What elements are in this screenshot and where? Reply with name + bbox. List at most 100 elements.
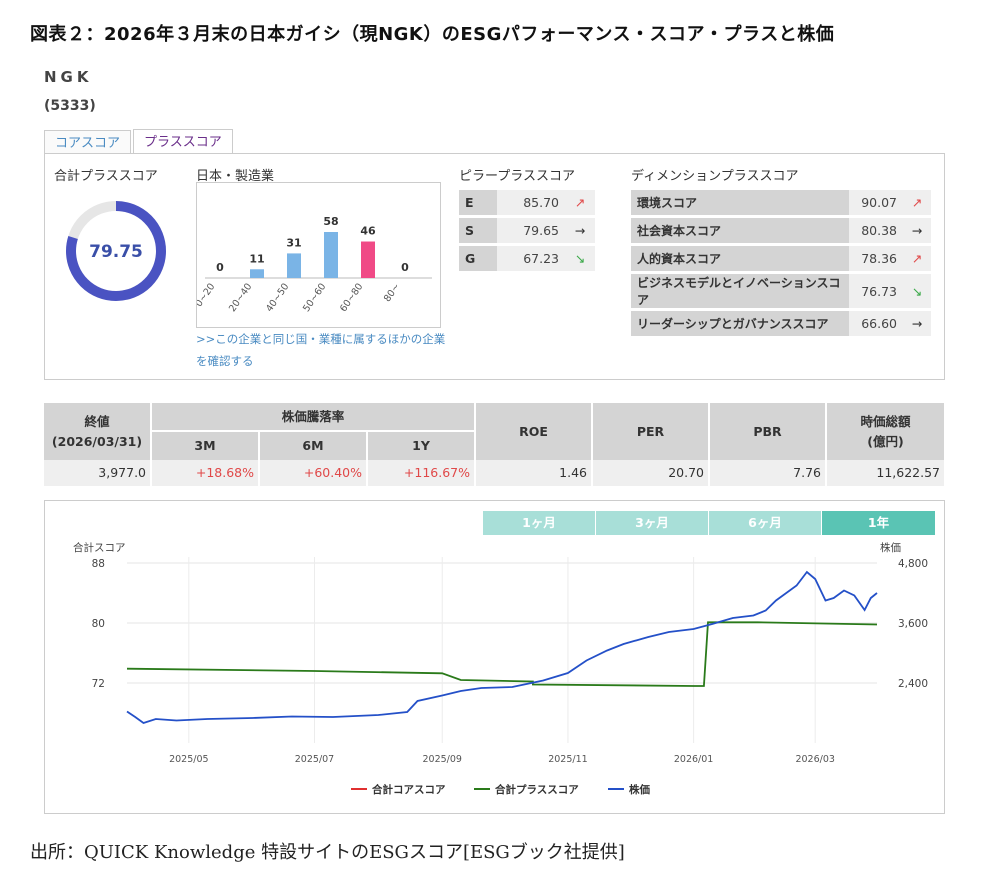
series-line (126, 621, 878, 687)
tab-core-score[interactable]: コアスコア (44, 130, 132, 154)
source-note: 出所：QUICK Knowledge 特設サイトのESGスコア[ESGブック社提… (30, 842, 625, 863)
trend-flat-icon: → (903, 218, 931, 243)
histogram-bar (361, 241, 375, 278)
pbr-value: 7.76 (710, 460, 825, 486)
left-tick-label: 72 (92, 678, 105, 690)
figure-title: 図表２：2026年３月末の日本ガイシ（現NGK）のESGパフォーマンス・スコア・… (30, 24, 835, 45)
histogram-bin-label: 0~20 (197, 281, 217, 309)
score-tabs: コアスコア プラススコア (44, 128, 235, 155)
total-score-label: 合計プラススコア (54, 169, 158, 184)
pillar-key: E (459, 190, 497, 215)
trend-down-icon: ↘ (565, 246, 595, 271)
legend-label: 株価 (629, 783, 650, 796)
close-header: 終値 (2026/03/31) (44, 403, 150, 460)
total-score-gauge (66, 201, 166, 301)
dimension-value: 90.07 (849, 190, 903, 215)
dimension-key: リーダーシップとガバナンススコア (631, 311, 849, 336)
histogram-bar (287, 253, 301, 278)
industry-histogram: 0 0~20 11 20~40 31 40~50 58 50~60 46 60~80 0 80~ (193, 182, 441, 328)
histogram-bar (250, 269, 264, 278)
pillar-key: S (459, 218, 497, 243)
dimension-score-table: 環境スコア 90.07 ↗ 社会資本スコア 80.38 → 人的資本スコア 78.36 ↗ … (631, 187, 931, 339)
period-3m-button[interactable]: 3ヶ月 (596, 511, 708, 535)
period-6m-button[interactable]: 6ヶ月 (709, 511, 821, 535)
table-row: リーダーシップとガバナンススコア 66.60 → (631, 311, 931, 336)
x-tick-label: 2025/11 (548, 754, 587, 765)
industry-label: 日本・製造業 (196, 169, 275, 184)
left-axis-label: 合計スコア (73, 541, 126, 554)
histogram-bin-label: 50~60 (301, 281, 328, 314)
trend-flat-icon: → (903, 311, 931, 336)
left-tick-label: 88 (92, 558, 105, 570)
mcap-header: 時価総額 (億円) (827, 403, 944, 460)
histogram-bin-label: 60~80 (338, 281, 365, 314)
pbr-header: PBR (710, 403, 825, 460)
dimension-value: 66.60 (849, 311, 903, 336)
close-value: 3,977.0 (44, 460, 150, 486)
roe-value: 1.46 (476, 460, 591, 486)
pillar-value: 85.70 (497, 190, 565, 215)
m6-header: 6M (260, 432, 366, 460)
period-1m-button[interactable]: 1ヶ月 (483, 511, 595, 535)
table-row: G 67.23 ↘ (459, 246, 595, 271)
x-tick-label: 2026/03 (795, 754, 834, 765)
dimension-key: 人的資本スコア (631, 246, 849, 271)
m6-value: +60.40% (260, 460, 366, 486)
table-row: S 79.65 → (459, 218, 595, 243)
price-score-chart: 1ヶ月 3ヶ月 6ヶ月 1年 合計スコア 株価 88 4,800 80 3,600 72 2,… (44, 500, 945, 814)
per-header: PER (593, 403, 708, 460)
dimension-key: ビジネスモデルとイノベーションスコア (631, 274, 849, 308)
gauge-arc (66, 201, 166, 301)
trend-up-icon: ↗ (903, 246, 931, 271)
table-row: 社会資本スコア 80.38 → (631, 218, 931, 243)
dimension-score-label: ディメンションプラススコア (631, 169, 799, 184)
x-tick-label: 2025/09 (423, 754, 462, 765)
period-1y-button[interactable]: 1年 (822, 511, 935, 535)
right-axis-label: 株価 (880, 541, 901, 554)
y1-header: 1Y (368, 432, 474, 460)
histogram-count-label: 0 (401, 261, 409, 274)
histogram-count-label: 31 (286, 236, 301, 249)
left-tick-label: 80 (92, 618, 105, 630)
dimension-key: 環境スコア (631, 190, 849, 215)
histogram-bin-label: 20~40 (227, 281, 254, 314)
dimension-value: 76.73 (849, 274, 903, 308)
peer-companies-link[interactable]: >>この企業と同じ国・業種に属するほかの企業を確認する (196, 332, 446, 368)
dimension-value: 78.36 (849, 246, 903, 271)
pillar-value: 79.65 (497, 218, 565, 243)
company-name: NGK (44, 68, 93, 86)
tab-plus-score[interactable]: プラススコア (133, 129, 233, 155)
m3-value: +18.68% (152, 460, 258, 486)
right-tick-label: 4,800 (898, 558, 928, 570)
histogram-count-label: 46 (360, 225, 376, 238)
histogram-count-label: 11 (249, 252, 264, 265)
total-score-value: 79.75 (89, 242, 143, 262)
histogram-bar (324, 232, 338, 278)
dimension-key: 社会資本スコア (631, 218, 849, 243)
table-row: 環境スコア 90.07 ↗ (631, 190, 931, 215)
m3-header: 3M (152, 432, 258, 460)
table-row: ビジネスモデルとイノベーションスコア 76.73 ↘ (631, 274, 931, 308)
dimension-value: 80.38 (849, 218, 903, 243)
histogram-count-label: 0 (216, 261, 224, 274)
mcap-label: 時価総額 (860, 413, 911, 429)
trend-up-icon: ↗ (903, 190, 931, 215)
histogram-svg: 0 0~20 11 20~40 31 40~50 58 50~60 46 60~80 0 80~ (193, 215, 432, 314)
histogram-bin-label: 80~ (382, 281, 403, 304)
trend-flat-icon: → (565, 218, 595, 243)
y1-value: +116.67% (368, 460, 474, 486)
close-date: (2026/03/31) (51, 433, 143, 449)
mcap-value: 11,622.57 (827, 460, 944, 486)
table-row: E 85.70 ↗ (459, 190, 595, 215)
table-row: 人的資本スコア 78.36 ↗ (631, 246, 931, 271)
right-tick-label: 3,600 (898, 618, 928, 630)
close-label: 終値 (84, 413, 110, 429)
right-tick-label: 2,400 (898, 678, 928, 690)
pillar-score-table: E 85.70 ↗ S 79.65 → G 67.23 ↘ (459, 187, 595, 274)
per-value: 20.70 (593, 460, 708, 486)
pillar-value: 67.23 (497, 246, 565, 271)
x-tick-label: 2025/05 (169, 754, 208, 765)
histogram-bin-label: 40~50 (264, 281, 291, 314)
pillar-score-label: ピラープラススコア (459, 169, 575, 184)
